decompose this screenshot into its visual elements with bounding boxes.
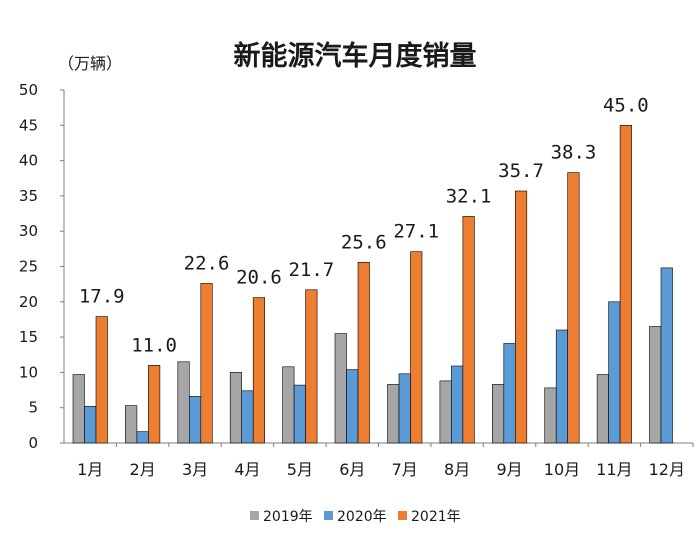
- data-label: 32.1: [446, 185, 492, 207]
- bar: [451, 365, 464, 444]
- bar: [596, 374, 609, 444]
- data-label: 45.0: [603, 94, 649, 116]
- y-axis-unit: （万辆）: [58, 54, 122, 73]
- bar: [282, 366, 295, 444]
- plot-area: 0 5 10 15 20 25 30 35 40 45 50 1月 17.9 2月 11.0 3月 22.6 4月…: [19, 81, 694, 479]
- y-tick-label: 35: [19, 187, 38, 205]
- bar: [136, 431, 149, 444]
- y-tick-label: 20: [19, 293, 38, 311]
- bar: [439, 380, 452, 444]
- bar: [346, 369, 359, 444]
- bar: [177, 361, 190, 444]
- bar: [398, 373, 411, 444]
- x-tick-label: 5月: [287, 460, 313, 479]
- bar: [334, 333, 347, 444]
- bar: [125, 405, 138, 444]
- x-tick-label: 3月: [182, 460, 208, 479]
- bar: [84, 405, 97, 444]
- bar: [229, 372, 242, 444]
- data-label: 11.0: [131, 334, 177, 356]
- bar: [649, 326, 662, 444]
- x-tick-label: 12月: [649, 460, 685, 479]
- bar: [252, 297, 265, 444]
- legend: 2019年 2020年 2021年: [250, 509, 461, 525]
- y-tick-label: 0: [28, 434, 38, 452]
- bar: [200, 283, 213, 444]
- bar: [567, 172, 580, 444]
- bar: [503, 343, 516, 444]
- x-tick-label: 2月: [130, 460, 156, 479]
- legend-label: 2021年: [411, 509, 461, 525]
- bar: [410, 251, 423, 444]
- bar: [462, 216, 475, 444]
- bar: [491, 384, 505, 444]
- chart-title: 新能源汽车月度销量: [234, 40, 477, 72]
- data-label: 21.7: [288, 259, 334, 281]
- bar: [72, 374, 85, 444]
- legend-swatch: [398, 511, 407, 520]
- bar: [241, 390, 254, 444]
- data-label: 27.1: [393, 221, 439, 243]
- y-tick-label: 25: [19, 258, 38, 276]
- x-tick-label: 1月: [77, 460, 103, 479]
- data-label: 38.3: [551, 142, 597, 164]
- bar: [608, 301, 621, 444]
- legend-swatch: [250, 511, 259, 520]
- bar: [387, 384, 400, 444]
- y-tick-label: 30: [19, 222, 38, 240]
- y-tick-label: 40: [19, 152, 38, 170]
- x-tick-label: 9月: [496, 460, 522, 479]
- legend-swatch: [324, 511, 333, 520]
- y-tick-label: 5: [28, 399, 38, 417]
- x-tick-label: 4月: [234, 460, 260, 479]
- bar: [555, 329, 569, 444]
- legend-label: 2019年: [263, 509, 313, 525]
- x-tick-label: 6月: [339, 460, 365, 479]
- bar: [148, 364, 161, 444]
- x-tick-label: 10月: [544, 460, 580, 479]
- data-label: 22.6: [184, 252, 230, 274]
- bar: [95, 316, 108, 444]
- y-tick-label: 50: [19, 81, 38, 99]
- y-tick-label: 45: [19, 116, 38, 134]
- y-tick-label: 10: [19, 363, 38, 381]
- data-label: 20.6: [236, 267, 282, 289]
- x-tick-label: 8月: [444, 460, 470, 479]
- bar: [189, 396, 202, 444]
- bar: [293, 384, 306, 444]
- bar: [357, 261, 370, 444]
- bar: [619, 125, 632, 444]
- legend-label: 2020年: [337, 509, 387, 525]
- bar: [660, 267, 673, 444]
- bar: [305, 289, 318, 444]
- data-label: 17.9: [79, 286, 125, 308]
- data-label: 25.6: [341, 231, 387, 253]
- bar: [514, 190, 528, 444]
- bar: [544, 387, 557, 444]
- x-tick-label: 7月: [392, 460, 418, 479]
- x-tick-label: 11月: [596, 460, 632, 479]
- data-label: 35.7: [498, 160, 544, 182]
- y-tick-label: 15: [19, 328, 38, 346]
